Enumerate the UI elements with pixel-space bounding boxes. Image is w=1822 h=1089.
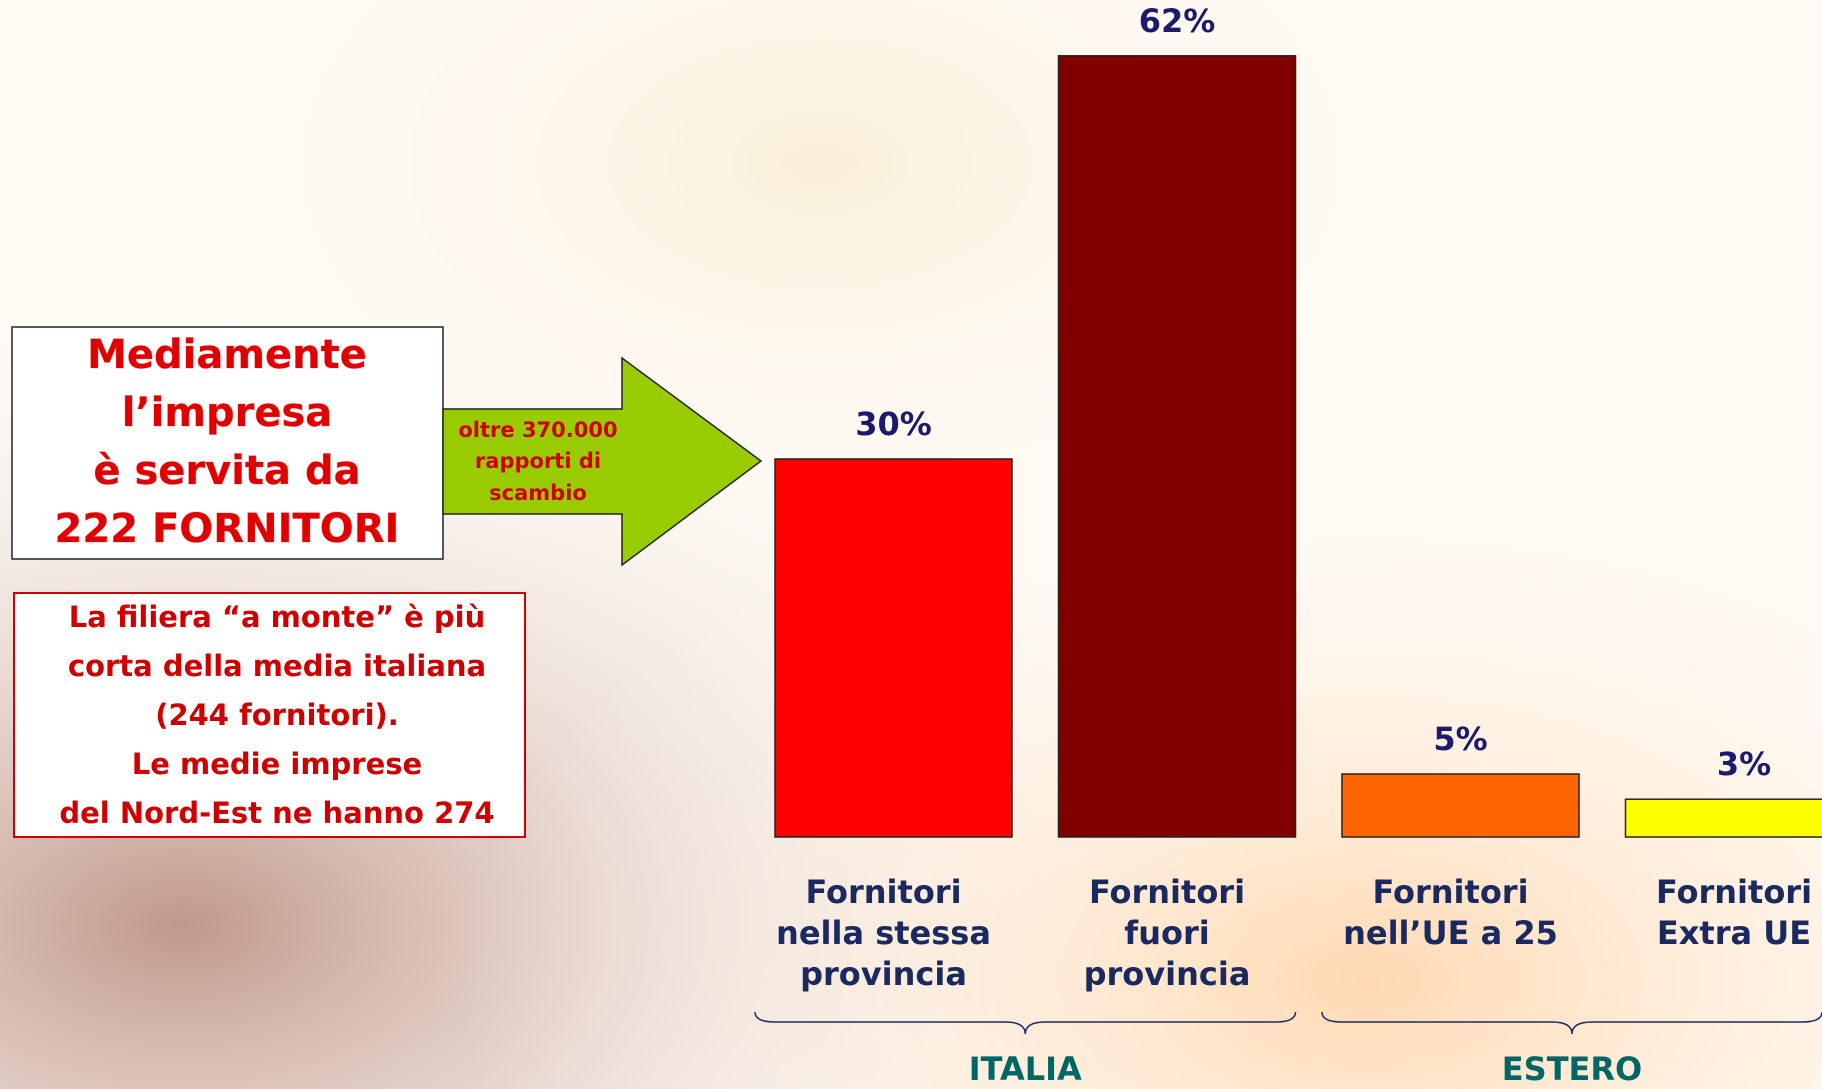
category-label: Fornitori (1089, 873, 1245, 911)
category-label: Fornitori (805, 873, 961, 911)
value-label: 62% (1139, 2, 1216, 40)
bar (1057, 55, 1297, 838)
value-label: 3% (1717, 745, 1771, 783)
main-box-line: l’impresa (122, 390, 333, 436)
arrow-line: oltre 370.000 (458, 418, 617, 442)
brace (1321, 1011, 1822, 1035)
note-box (13, 592, 526, 838)
category-label: fuori (1124, 914, 1209, 952)
bar (1624, 798, 1822, 838)
note-line: corta della media italiana (68, 649, 486, 683)
arrow-line: scambio (489, 481, 587, 505)
category-label: nell’UE a 25 (1343, 914, 1558, 952)
value-label: 5% (1433, 720, 1487, 758)
category-label: Fornitori (1656, 873, 1812, 911)
group-label: ESTERO (1502, 1050, 1642, 1088)
main-box-line: è servita da (93, 448, 360, 494)
note-line: del Nord-Est ne hanno 274 (59, 796, 494, 830)
arrow-line: rapporti di (475, 449, 601, 473)
main-box (11, 326, 444, 560)
brace (754, 1011, 1297, 1035)
category-label: provincia (800, 955, 967, 993)
arrow-text: oltre 370.000 rapporti di scambio (458, 418, 617, 505)
note-line: (244 fornitori). (155, 698, 399, 732)
bar (774, 458, 1013, 838)
note-line: Le medie imprese (132, 747, 422, 781)
note-box-text: La filiera “a monte” è più corta della m… (59, 600, 494, 830)
group-label: ITALIA (969, 1050, 1082, 1088)
arrow (442, 356, 763, 567)
main-box-line: Mediamente (87, 332, 367, 378)
category-label: Fornitori (1372, 873, 1528, 911)
main-box-line: 222 FORNITORI (55, 506, 400, 552)
note-line: La filiera “a monte” è più (69, 600, 485, 634)
category-label: provincia (1084, 955, 1251, 993)
category-label: Extra UE (1657, 914, 1811, 952)
category-label: nella stessa (776, 914, 991, 952)
value-label: 30% (855, 405, 932, 443)
bar (1341, 773, 1580, 838)
main-box-text: Mediamente l’impresa è servita da 222 FO… (54, 332, 400, 553)
